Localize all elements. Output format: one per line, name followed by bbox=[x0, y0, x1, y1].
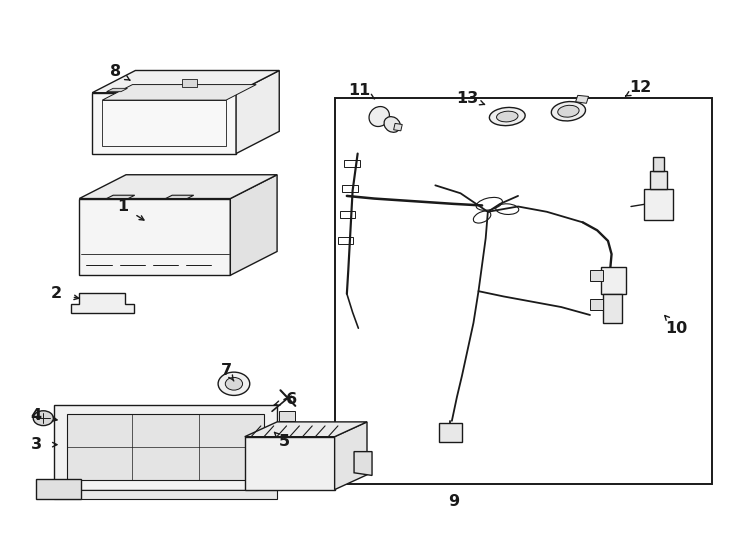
Polygon shape bbox=[106, 89, 128, 92]
Text: 11: 11 bbox=[349, 83, 371, 98]
Polygon shape bbox=[600, 267, 626, 294]
Ellipse shape bbox=[384, 117, 400, 132]
Text: 13: 13 bbox=[457, 91, 479, 105]
Polygon shape bbox=[244, 422, 367, 437]
Text: 9: 9 bbox=[448, 494, 459, 509]
Polygon shape bbox=[575, 96, 589, 103]
Bar bbox=[342, 185, 357, 192]
Polygon shape bbox=[36, 479, 81, 499]
Polygon shape bbox=[230, 175, 277, 275]
Polygon shape bbox=[393, 124, 402, 131]
Polygon shape bbox=[182, 79, 197, 87]
Bar bbox=[340, 211, 355, 218]
Polygon shape bbox=[590, 299, 603, 309]
Polygon shape bbox=[603, 294, 622, 323]
Text: 3: 3 bbox=[31, 437, 42, 452]
Text: 6: 6 bbox=[286, 392, 297, 407]
Circle shape bbox=[40, 484, 54, 495]
Circle shape bbox=[174, 187, 186, 196]
Ellipse shape bbox=[490, 107, 525, 126]
Bar bbox=[335, 98, 712, 484]
Text: 5: 5 bbox=[279, 435, 290, 449]
Polygon shape bbox=[354, 451, 372, 475]
Polygon shape bbox=[92, 93, 236, 153]
Polygon shape bbox=[79, 175, 277, 199]
Text: 10: 10 bbox=[665, 321, 688, 336]
Polygon shape bbox=[67, 415, 264, 480]
Text: 8: 8 bbox=[109, 64, 121, 79]
Circle shape bbox=[33, 411, 54, 426]
Polygon shape bbox=[54, 490, 277, 499]
Polygon shape bbox=[278, 433, 295, 442]
Polygon shape bbox=[166, 195, 194, 199]
Text: 4: 4 bbox=[31, 408, 42, 423]
Polygon shape bbox=[236, 71, 279, 153]
Polygon shape bbox=[79, 199, 230, 275]
Polygon shape bbox=[244, 437, 335, 490]
Polygon shape bbox=[335, 422, 367, 490]
Ellipse shape bbox=[369, 106, 390, 126]
Polygon shape bbox=[54, 405, 277, 490]
Polygon shape bbox=[92, 71, 279, 93]
Polygon shape bbox=[70, 293, 134, 313]
Ellipse shape bbox=[496, 111, 518, 122]
Circle shape bbox=[225, 377, 242, 390]
Polygon shape bbox=[102, 85, 256, 100]
Polygon shape bbox=[590, 270, 603, 281]
Text: 7: 7 bbox=[221, 363, 232, 378]
Circle shape bbox=[115, 187, 126, 196]
Ellipse shape bbox=[558, 105, 579, 117]
Bar bbox=[338, 237, 353, 244]
Polygon shape bbox=[439, 423, 462, 442]
Polygon shape bbox=[644, 189, 672, 220]
Bar bbox=[344, 160, 360, 167]
Circle shape bbox=[218, 372, 250, 395]
Polygon shape bbox=[653, 157, 664, 171]
Polygon shape bbox=[278, 462, 295, 471]
Text: 12: 12 bbox=[629, 80, 652, 95]
Ellipse shape bbox=[551, 102, 586, 121]
Text: 1: 1 bbox=[117, 199, 128, 214]
Polygon shape bbox=[278, 411, 295, 421]
Text: 2: 2 bbox=[51, 286, 62, 301]
Polygon shape bbox=[650, 171, 667, 189]
Polygon shape bbox=[106, 195, 135, 199]
